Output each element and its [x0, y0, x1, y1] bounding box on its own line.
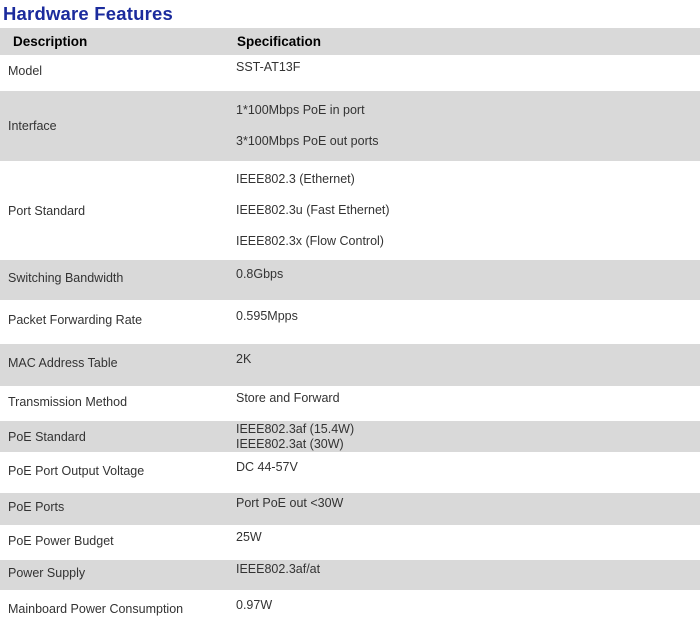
row-label: Port Standard	[8, 203, 86, 218]
row-value: 2K	[236, 352, 252, 366]
table-row-switching-bandwidth: Switching Bandwidth 0.8Gbps	[0, 260, 700, 300]
row-label: PoE Port Output Voltage	[8, 463, 145, 478]
table-row-poe-port-output-voltage: PoE Port Output Voltage DC 44-57V	[0, 452, 700, 493]
row-value: 0.595Mpps	[236, 309, 298, 323]
table-row-power-supply: Power Supply IEEE802.3af/at	[0, 560, 700, 590]
row-label: Transmission Method	[8, 394, 128, 409]
table-row-packet-forwarding-rate: Packet Forwarding Rate 0.595Mpps	[0, 300, 700, 344]
column-header-specification: Specification	[237, 34, 322, 49]
row-value-line: IEEE802.3at (30W)	[236, 436, 344, 451]
table-row-port-standard: Port Standard IEEE802.3 (Ethernet) IEEE8…	[0, 161, 700, 260]
row-label: Switching Bandwidth	[8, 271, 124, 285]
table-row-interface: Interface 1*100Mbps PoE in port 3*100Mbp…	[0, 91, 700, 161]
row-value: IEEE802.3 (Ethernet) IEEE802.3u (Fast Et…	[228, 172, 700, 249]
row-value-line: IEEE802.3u (Fast Ethernet)	[236, 203, 390, 217]
row-value-line: 3*100Mbps PoE out ports	[236, 134, 379, 148]
row-value-line: IEEE802.3x (Flow Control)	[236, 234, 384, 248]
row-label: PoE Power Budget	[8, 533, 114, 548]
table-row-mainboard-power-consumption: Mainboard Power Consumption 0.97W	[0, 590, 700, 631]
column-header-description: Description	[13, 34, 88, 49]
row-value: 1*100Mbps PoE in port 3*100Mbps PoE out …	[228, 103, 700, 149]
row-value: SST-AT13F	[236, 60, 301, 74]
table-row-mac-address-table: MAC Address Table 2K	[0, 344, 700, 386]
row-value: 25W	[236, 529, 262, 544]
row-label: Model	[8, 64, 43, 78]
row-label: PoE Standard	[8, 429, 86, 444]
row-value: 0.8Gbps	[236, 267, 284, 281]
row-value-line: IEEE802.3 (Ethernet)	[236, 172, 355, 186]
row-value-line: 1*100Mbps PoE in port	[236, 103, 365, 117]
table-row-poe-standard: PoE Standard IEEE802.3af (15.4W) IEEE802…	[0, 421, 700, 452]
row-value: 0.97W	[236, 597, 273, 612]
table-row-poe-ports: PoE Ports Port PoE out <30W	[0, 493, 700, 525]
row-label: Mainboard Power Consumption	[8, 601, 184, 616]
row-value: IEEE802.3af (15.4W) IEEE802.3at (30W)	[228, 422, 700, 452]
table-row-transmission-method: Transmission Method Store and Forward	[0, 386, 700, 421]
table-row-model: Model SST-AT13F	[0, 55, 700, 91]
row-value: DC 44-57V	[236, 459, 298, 474]
row-label: MAC Address Table	[8, 356, 118, 370]
row-label: PoE Ports	[8, 500, 65, 514]
row-label: Interface	[8, 119, 57, 133]
table-header-row: Description Specification	[0, 28, 700, 55]
row-value: Port PoE out <30W	[236, 496, 344, 510]
table-row-poe-power-budget: PoE Power Budget 25W	[0, 525, 700, 560]
row-label: Power Supply	[8, 566, 86, 580]
row-value: Store and Forward	[236, 390, 340, 405]
hardware-spec-table: Description Specification Model SST-AT13…	[0, 28, 700, 631]
row-label: Packet Forwarding Rate	[8, 313, 143, 327]
row-value: IEEE802.3af/at	[236, 562, 321, 576]
page-title: Hardware Features	[3, 3, 173, 24]
row-value-line: IEEE802.3af (15.4W)	[236, 421, 355, 436]
